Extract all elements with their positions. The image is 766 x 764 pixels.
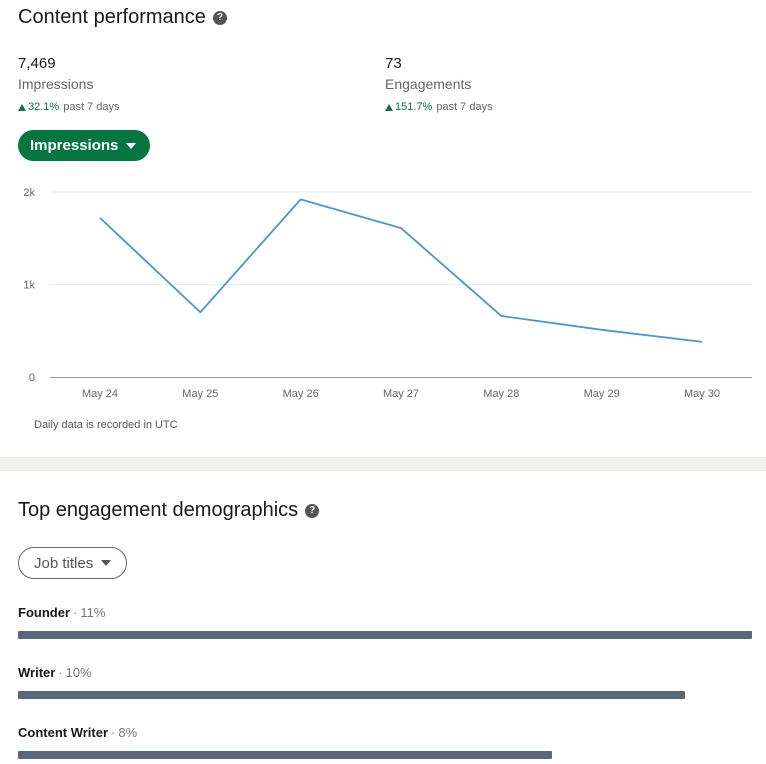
- engagements-value: 73: [385, 55, 402, 72]
- trend-up-icon: [385, 103, 393, 111]
- demographic-bar: [18, 691, 686, 699]
- demographic-bar-track: [18, 631, 752, 639]
- demographic-percent: 8%: [118, 725, 138, 740]
- demographic-percent: 11%: [80, 605, 106, 620]
- impressions-change-percent: 32.1%: [28, 101, 60, 113]
- impressions-change-period: past 7 days: [63, 101, 120, 113]
- x-tick-label: May 25: [182, 388, 218, 400]
- y-tick-label: 2k: [23, 187, 35, 199]
- chart-series: [99, 198, 703, 343]
- demographic-name: Content Writer: [18, 725, 109, 740]
- demographic-name: Writer: [18, 665, 56, 680]
- demographic-percent: 10%: [65, 665, 92, 680]
- y-tick-label: 1k: [23, 280, 35, 292]
- question-circle-icon[interactable]: ?: [212, 10, 227, 25]
- impressions-value: 7,469: [18, 55, 56, 72]
- x-tick-label: May 28: [483, 388, 519, 400]
- utc-note: Daily data is recorded in UTC: [34, 419, 178, 431]
- impressions-label: Impressions: [18, 76, 94, 92]
- caret-down-icon: [126, 142, 137, 149]
- x-tick-label: May 29: [584, 388, 620, 400]
- engagements-change: 151.7% past 7 days: [385, 101, 493, 113]
- demographic-bar-track: [18, 691, 752, 699]
- demographic-bar: [18, 631, 752, 639]
- x-tick-label: May 27: [383, 388, 419, 400]
- content-performance-title: Content performance ?: [18, 6, 227, 29]
- chart-x-ticks: May 24 May 25 May 26 May 27 May 28 May 29 May …: [82, 388, 720, 400]
- metric-selector-button[interactable]: Impressions: [18, 130, 151, 161]
- engagements-change-period: past 7 days: [436, 101, 493, 113]
- demographic-row-founder: Founder · 11%: [18, 605, 752, 639]
- series-line-impressions: [99, 198, 703, 343]
- job-titles-selector-label: Job titles: [34, 554, 94, 572]
- caret-down-icon: [101, 560, 112, 566]
- content-performance-title-text: Content performance: [18, 6, 206, 28]
- trend-up-icon: [18, 103, 26, 111]
- job-titles-selector[interactable]: Job titles: [18, 547, 128, 579]
- demographics-title: Top engagement demographics ?: [18, 499, 320, 522]
- demographic-row-writer: Writer · 10%: [18, 665, 752, 699]
- x-tick-label: May 26: [283, 388, 319, 400]
- chart-gridlines: [50, 191, 752, 285]
- demographics-title-text: Top engagement demographics: [18, 499, 299, 521]
- x-tick-label: May 24: [82, 388, 118, 400]
- section-divider: [0, 457, 766, 471]
- demographic-row-content-writer: Content Writer · 8%: [18, 725, 752, 759]
- demographic-bar: [18, 751, 552, 759]
- chart-y-ticks: 0 1k 2k: [23, 187, 35, 384]
- impressions-metric: 7,469 Impressions 32.1% past 7 days: [18, 55, 119, 113]
- demographic-text: Writer · 10%: [18, 665, 752, 680]
- demographic-name: Founder: [18, 605, 70, 620]
- y-tick-label: 0: [29, 372, 35, 384]
- impressions-change: 32.1% past 7 days: [18, 101, 119, 113]
- demographic-separator: ·: [111, 725, 116, 740]
- x-tick-label: May 30: [684, 388, 720, 400]
- demographic-text: Content Writer · 8%: [18, 725, 752, 740]
- question-circle-icon[interactable]: ?: [305, 503, 320, 518]
- demographic-bar-track: [18, 751, 752, 759]
- demographic-text: Founder · 11%: [18, 605, 752, 620]
- engagements-change-percent: 151.7%: [395, 101, 433, 113]
- engagements-label: Engagements: [385, 76, 472, 92]
- demographic-separator: ·: [73, 605, 78, 620]
- demographic-separator: ·: [58, 665, 63, 680]
- engagements-metric: 73 Engagements 151.7% past 7 days: [385, 55, 493, 113]
- metric-selector-label: Impressions: [30, 137, 119, 154]
